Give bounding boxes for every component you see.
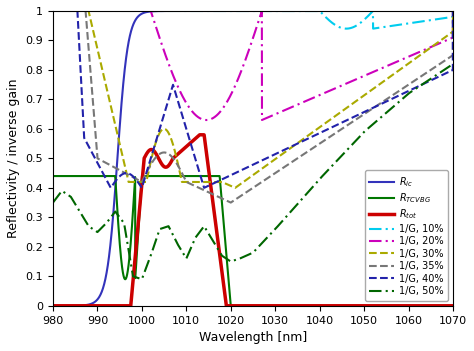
Line: 1/G, 10%: 1/G, 10% <box>53 11 453 29</box>
1/G, 20% <box>442 39 448 43</box>
1/G, 35% <box>228 200 234 205</box>
1/G, 30% <box>203 180 209 184</box>
1/G, 35% <box>442 58 448 62</box>
$R_{ic}$ <box>450 9 456 13</box>
1/G, 30% <box>442 35 448 39</box>
1/G, 50% <box>221 255 227 259</box>
$R_{TCVBG}$ <box>399 304 405 308</box>
1/G, 10% <box>450 9 456 13</box>
$R_{TCVBG}$ <box>450 304 456 308</box>
Line: 1/G, 30%: 1/G, 30% <box>53 11 453 188</box>
$R_{ic}$ <box>119 92 125 96</box>
Line: 1/G, 40%: 1/G, 40% <box>53 0 453 188</box>
1/G, 20% <box>221 105 227 109</box>
1/G, 10% <box>399 22 405 26</box>
1/G, 20% <box>450 9 456 13</box>
$R_{tot}$ <box>96 304 101 308</box>
Line: $R_{TCVBG}$: $R_{TCVBG}$ <box>53 176 453 306</box>
Line: 1/G, 20%: 1/G, 20% <box>53 11 453 120</box>
1/G, 10% <box>442 16 448 20</box>
1/G, 20% <box>96 9 101 13</box>
$R_{tot}$ <box>442 304 448 308</box>
1/G, 10% <box>221 9 227 13</box>
1/G, 30% <box>450 9 456 13</box>
1/G, 20% <box>399 57 405 61</box>
1/G, 30% <box>221 181 227 185</box>
1/G, 35% <box>221 197 227 201</box>
Legend: $R_{ic}$, $R_{TCVBG}$, $R_{tot}$, 1/G, 10%, 1/G, 20%, 1/G, 30%, 1/G, 35%, 1/G, 4: $R_{ic}$, $R_{TCVBG}$, $R_{tot}$, 1/G, 1… <box>365 170 448 301</box>
$R_{TCVBG}$ <box>221 221 227 226</box>
$R_{tot}$ <box>450 304 456 308</box>
$R_{TCVBG}$ <box>203 174 209 178</box>
1/G, 35% <box>203 189 209 193</box>
1/G, 10% <box>50 9 56 13</box>
1/G, 40% <box>96 163 101 167</box>
1/G, 10% <box>119 9 125 13</box>
1/G, 40% <box>201 186 207 190</box>
1/G, 40% <box>221 177 227 181</box>
$R_{ic}$ <box>203 9 209 13</box>
1/G, 50% <box>399 97 405 101</box>
$R_{tot}$ <box>204 151 210 155</box>
1/G, 30% <box>232 186 238 190</box>
Line: $R_{ic}$: $R_{ic}$ <box>53 11 453 306</box>
1/G, 10% <box>344 27 349 31</box>
1/G, 50% <box>96 229 101 233</box>
$R_{tot}$ <box>399 304 405 308</box>
1/G, 10% <box>96 9 101 13</box>
1/G, 40% <box>204 185 210 189</box>
1/G, 50% <box>442 67 448 71</box>
1/G, 30% <box>119 153 125 158</box>
$R_{ic}$ <box>50 304 56 308</box>
1/G, 40% <box>399 92 405 96</box>
$R_{ic}$ <box>96 296 101 300</box>
1/G, 30% <box>50 9 56 13</box>
Line: 1/G, 50%: 1/G, 50% <box>53 64 453 279</box>
$R_{tot}$ <box>119 304 125 308</box>
$R_{TCVBG}$ <box>50 174 56 178</box>
1/G, 20% <box>204 118 210 122</box>
$R_{tot}$ <box>197 133 202 137</box>
1/G, 50% <box>139 277 145 282</box>
Line: 1/G, 35%: 1/G, 35% <box>53 0 453 203</box>
1/G, 20% <box>50 9 56 13</box>
1/G, 30% <box>96 52 101 56</box>
1/G, 35% <box>399 87 405 91</box>
1/G, 50% <box>204 228 210 232</box>
$R_{TCVBG}$ <box>119 267 125 271</box>
$R_{TCVBG}$ <box>96 174 101 178</box>
$R_{ic}$ <box>399 9 405 13</box>
X-axis label: Wavelength [nm]: Wavelength [nm] <box>199 331 307 344</box>
Y-axis label: Reflectivity / inverse gain: Reflectivity / inverse gain <box>7 79 20 238</box>
$R_{tot}$ <box>50 304 56 308</box>
1/G, 40% <box>119 172 125 177</box>
1/G, 20% <box>119 9 125 13</box>
1/G, 10% <box>203 9 209 13</box>
$R_{tot}$ <box>221 285 227 289</box>
Line: $R_{tot}$: $R_{tot}$ <box>53 135 453 306</box>
1/G, 50% <box>450 62 456 66</box>
$R_{TCVBG}$ <box>228 304 234 308</box>
1/G, 20% <box>203 118 209 122</box>
1/G, 35% <box>96 157 101 161</box>
$R_{ic}$ <box>442 9 448 13</box>
1/G, 50% <box>119 219 125 223</box>
1/G, 50% <box>50 200 56 205</box>
1/G, 35% <box>119 170 125 174</box>
$R_{ic}$ <box>221 9 227 13</box>
$R_{ic}$ <box>307 9 312 13</box>
1/G, 30% <box>399 66 405 70</box>
$R_{TCVBG}$ <box>442 304 448 308</box>
1/G, 40% <box>442 72 448 76</box>
